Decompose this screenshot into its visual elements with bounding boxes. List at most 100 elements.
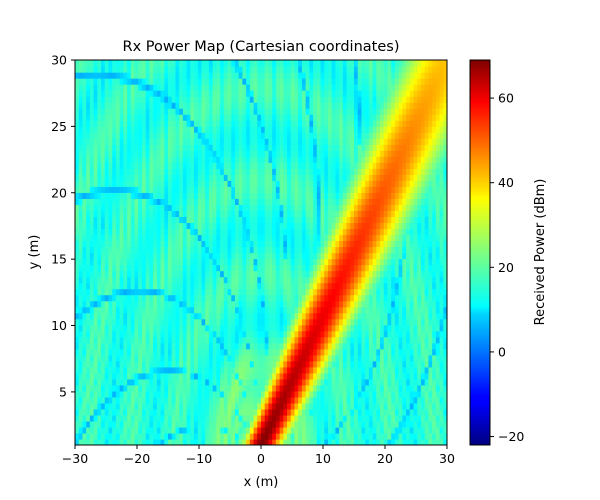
heatmap-cell xyxy=(435,210,441,218)
heatmap-cell xyxy=(339,246,344,254)
heatmap-cell xyxy=(227,192,232,199)
heatmap-cell xyxy=(398,150,403,157)
heatmap-cell xyxy=(75,258,80,266)
heatmap-cell xyxy=(342,432,348,440)
heatmap-cell xyxy=(394,210,400,218)
heatmap-cell xyxy=(182,360,188,368)
heatmap-cell xyxy=(160,222,165,230)
heatmap-cell xyxy=(194,408,199,416)
heatmap-cell xyxy=(108,312,113,320)
heatmap-cell xyxy=(138,420,143,428)
heatmap-cell xyxy=(298,402,303,410)
heatmap-cell xyxy=(156,228,162,236)
heatmap-cell xyxy=(101,258,106,266)
heatmap-cell xyxy=(324,342,329,350)
heatmap-cell xyxy=(261,192,266,199)
heatmap-cell xyxy=(212,198,217,205)
heatmap-cell xyxy=(283,276,288,284)
heatmap-cell xyxy=(439,294,444,302)
heatmap-cell xyxy=(168,288,173,296)
heatmap-cell xyxy=(279,426,284,434)
heatmap-cell xyxy=(227,150,232,157)
heatmap-cell xyxy=(182,240,188,248)
heatmap-cell xyxy=(350,174,355,181)
heatmap-cell xyxy=(223,300,229,308)
heatmap-cell xyxy=(290,150,296,157)
heatmap-cell xyxy=(406,438,411,445)
heatmap-cell xyxy=(82,360,87,368)
heatmap-cell xyxy=(197,372,203,380)
heatmap-cell xyxy=(264,438,270,445)
heatmap-cell xyxy=(97,174,102,181)
heatmap-cell xyxy=(320,240,325,248)
heatmap-cell xyxy=(383,264,389,272)
heatmap-cell xyxy=(171,312,177,320)
heatmap-cell xyxy=(394,204,400,211)
heatmap-cell xyxy=(350,246,355,254)
heatmap-cell xyxy=(380,432,385,440)
heatmap-cell xyxy=(361,312,366,320)
heatmap-cell xyxy=(231,192,236,199)
heatmap-cell xyxy=(268,384,273,392)
heatmap-cell xyxy=(290,276,296,284)
heatmap-cell xyxy=(417,252,422,260)
heatmap-cell xyxy=(443,300,447,308)
heatmap-cell xyxy=(357,204,363,211)
heatmap-cell xyxy=(227,318,232,326)
heatmap-cell xyxy=(309,300,314,308)
heatmap-cell xyxy=(223,420,229,428)
heatmap-cell xyxy=(398,294,403,302)
heatmap-cell xyxy=(201,222,206,230)
heatmap-cell xyxy=(301,234,307,242)
heatmap-cell xyxy=(138,246,143,254)
heatmap-cell xyxy=(346,258,351,266)
heatmap-cell xyxy=(115,222,121,230)
heatmap-cell xyxy=(127,330,132,338)
heatmap-cell xyxy=(246,192,251,199)
heatmap-cell xyxy=(97,228,102,236)
heatmap-cell xyxy=(112,360,117,368)
heatmap-cell xyxy=(420,186,426,193)
heatmap-cell xyxy=(372,156,377,163)
heatmap-cell xyxy=(141,282,147,290)
heatmap-cell xyxy=(305,360,310,368)
heatmap-cell xyxy=(346,168,351,175)
heatmap-cell xyxy=(417,198,422,205)
heatmap-cell xyxy=(443,252,447,260)
heatmap-cell xyxy=(383,168,389,175)
heatmap-cell xyxy=(130,180,136,187)
heatmap-cell xyxy=(309,306,314,314)
heatmap-cell xyxy=(82,438,87,445)
heatmap-cell xyxy=(331,378,336,386)
heatmap-cell xyxy=(194,324,199,332)
heatmap-cell xyxy=(409,228,415,236)
heatmap-cell xyxy=(246,270,251,278)
heatmap-cell xyxy=(301,162,307,169)
heatmap-cell xyxy=(335,408,340,416)
heatmap-cell xyxy=(279,168,284,175)
heatmap-cell xyxy=(175,240,180,248)
heatmap-cell xyxy=(387,198,392,205)
heatmap-cell xyxy=(119,252,124,260)
heatmap-cell xyxy=(279,174,284,181)
heatmap-cell xyxy=(182,192,188,199)
heatmap-cell xyxy=(290,222,296,230)
heatmap-cell xyxy=(160,438,165,445)
heatmap-cell xyxy=(182,402,188,410)
heatmap-cell xyxy=(350,168,355,175)
heatmap-cell xyxy=(324,252,329,260)
heatmap-cell xyxy=(428,144,433,151)
heatmap-cell xyxy=(160,240,165,248)
heatmap-cell xyxy=(130,420,136,428)
heatmap-cell xyxy=(268,396,273,404)
heatmap-cell xyxy=(89,156,95,163)
heatmap-cell xyxy=(231,348,236,356)
heatmap-cell xyxy=(301,360,307,368)
heatmap-cell xyxy=(179,156,184,163)
heatmap-cell xyxy=(409,192,415,199)
heatmap-cell xyxy=(249,144,255,151)
heatmap-cell xyxy=(264,330,270,338)
heatmap-cell xyxy=(361,348,366,356)
heatmap-cell xyxy=(134,234,139,242)
heatmap-cell xyxy=(108,150,113,157)
